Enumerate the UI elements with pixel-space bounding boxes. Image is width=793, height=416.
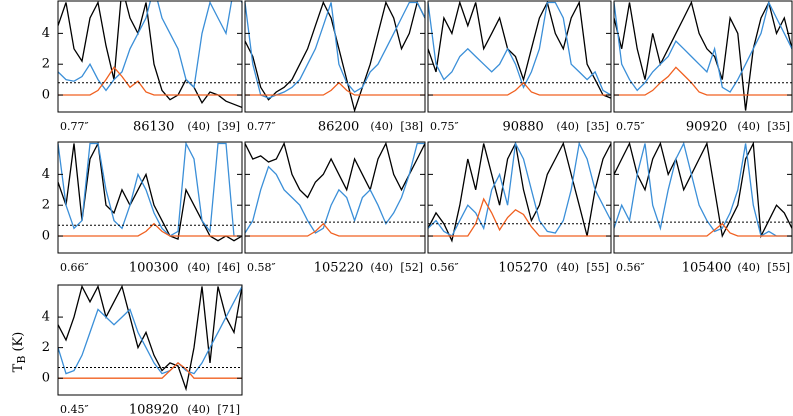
frequency-label: 100300 [129, 261, 179, 276]
frequency-label: 105400 [682, 261, 732, 276]
y-tick-label: 0 [42, 371, 50, 386]
width-label: (40) [370, 261, 393, 274]
panel: 0.75″ 90880 (40) [35] [427, 0, 612, 135]
panel: 0.56″ 105270 (40) [55] [427, 141, 612, 276]
spectrum-line [58, 142, 242, 242]
spectrum-line [58, 66, 242, 96]
panel-frame [244, 0, 426, 113]
y-tick-label: 2 [42, 198, 50, 213]
frequency-label: 105270 [498, 261, 548, 276]
resolution-label: 0.77″ [247, 120, 276, 133]
resolution-label: 0.75″ [616, 120, 645, 133]
spectrum-line [614, 222, 792, 237]
y-tick-label: 0 [42, 88, 50, 103]
spectrum-line [614, 66, 792, 96]
width-label: (40) [187, 261, 210, 274]
resolution-label: 0.45″ [60, 403, 89, 416]
width-label: (40) [556, 261, 579, 274]
index-label: [52] [400, 261, 423, 274]
panel: 0.56″ 105400 (40) [55] [613, 141, 793, 276]
frequency-label: 86200 [318, 120, 359, 135]
panel: 0.58″ 105220 (40) [52] [244, 141, 426, 276]
panel: 0 2 4 0.77″ 86130 (40) [39] [42, 0, 243, 135]
frequency-label: 105220 [314, 261, 364, 276]
panel: 0.77″ 86200 (40) [38] [244, 0, 426, 135]
spectrum-line [428, 197, 611, 237]
y-tick-label: 4 [42, 310, 50, 325]
spectrum-line [614, 1, 792, 93]
resolution-label: 0.56″ [616, 261, 645, 274]
y-label-main: T [11, 363, 26, 372]
index-label: [38] [400, 120, 423, 133]
spectrum-line [58, 1, 242, 92]
frequency-label: 108920 [129, 403, 179, 416]
spectrum-line [58, 1, 242, 109]
spectrum-line [245, 142, 425, 234]
width-label: (40) [737, 120, 760, 133]
resolution-label: 0.56″ [430, 261, 459, 274]
spectrum-line [428, 142, 611, 243]
spectrum-line [58, 285, 242, 392]
index-label: [71] [217, 403, 240, 416]
width-label: (40) [737, 261, 760, 274]
panel: 0.75″ 90920 (40) [35] [613, 0, 793, 135]
panel-frame [244, 141, 426, 254]
spectrum-line [58, 362, 242, 379]
y-tick-label: 2 [42, 57, 50, 72]
y-tick-label: 2 [42, 340, 50, 355]
frequency-label: 90880 [502, 120, 543, 135]
width-label: (40) [187, 120, 210, 133]
panel-frame [427, 141, 612, 254]
width-label: (40) [370, 120, 393, 133]
index-label: [55] [586, 261, 609, 274]
index-label: [35] [586, 120, 609, 133]
y-label-sub: B [15, 356, 28, 364]
resolution-label: 0.75″ [430, 120, 459, 133]
width-label: (40) [556, 120, 579, 133]
spectrum-line [614, 1, 792, 111]
spectrum-line [245, 1, 425, 99]
frequency-label: 90920 [686, 120, 727, 135]
spectrum-line [428, 1, 611, 99]
resolution-label: 0.58″ [247, 261, 276, 274]
index-label: [46] [217, 261, 240, 274]
resolution-label: 0.66″ [60, 261, 89, 274]
index-label: [55] [767, 261, 790, 274]
y-label-text: TB (K) [11, 332, 29, 373]
spectrum-line [245, 1, 425, 112]
spectrum-line [245, 81, 425, 96]
spectrum-line [614, 142, 792, 239]
width-label: (40) [187, 403, 210, 416]
spectrum-line [428, 142, 611, 237]
panel-frame [57, 141, 243, 254]
panel: 0 2 4 0.45″ 108920 (40) [71] [42, 284, 243, 416]
spectrum-line [614, 142, 792, 238]
panel: 0 2 4 0.66″ 100300 (40) [46] [42, 141, 243, 276]
spectrum-line [245, 222, 425, 237]
resolution-label: 0.77″ [60, 120, 89, 133]
spectrum-line [58, 222, 242, 237]
spectrum-line [428, 81, 611, 96]
y-axis-label: TB (K) [11, 332, 29, 373]
panel-frame [57, 0, 243, 113]
panel-frame [57, 284, 243, 396]
spectrum-line [58, 286, 242, 375]
y-tick-label: 4 [42, 167, 50, 182]
panel-frame [613, 0, 793, 113]
spectrum-line [428, 1, 611, 96]
index-label: [39] [217, 120, 240, 133]
panel-frame [427, 0, 612, 113]
spectrum-line [58, 142, 242, 237]
spectrum-line [245, 142, 425, 199]
frequency-label: 86130 [133, 120, 174, 135]
y-tick-label: 0 [42, 229, 50, 244]
panel-frame [613, 141, 793, 254]
y-tick-label: 4 [42, 26, 50, 41]
y-label-unit: (K) [11, 332, 26, 352]
index-label: [35] [767, 120, 790, 133]
